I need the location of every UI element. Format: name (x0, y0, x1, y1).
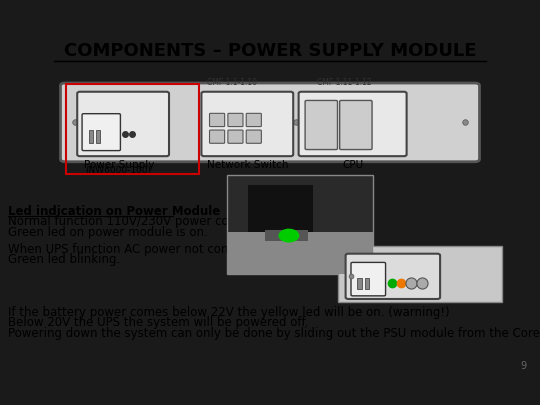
FancyBboxPatch shape (210, 113, 225, 127)
FancyBboxPatch shape (305, 100, 338, 149)
Bar (364, 278, 369, 289)
Text: CMF 1.1-1.10: CMF 1.1-1.10 (207, 78, 257, 87)
Text: Green led on power module is on.: Green led on power module is on. (8, 226, 208, 239)
Text: Below 20V the UPS the system will be powered off.: Below 20V the UPS the system will be pow… (8, 316, 308, 329)
FancyBboxPatch shape (60, 83, 480, 162)
Text: When UPS function AC power not connected:: When UPS function AC power not connected… (8, 243, 273, 256)
Text: 9: 9 (521, 361, 526, 371)
FancyBboxPatch shape (210, 130, 225, 143)
FancyBboxPatch shape (351, 262, 386, 296)
Text: CPU: CPU (342, 160, 363, 170)
FancyBboxPatch shape (338, 246, 502, 302)
Text: Powering down the system can only be done by sliding out the PSU module from the: Powering down the system can only be don… (8, 326, 540, 340)
Text: Normal function 110V/230V power connected:: Normal function 110V/230V power connecte… (8, 215, 281, 228)
Bar (265, 230, 308, 241)
Bar (227, 175, 373, 274)
Text: Led indication on Power Module: Led indication on Power Module (8, 205, 220, 218)
Bar (248, 185, 313, 232)
FancyBboxPatch shape (201, 92, 293, 156)
Bar (66, 84, 199, 174)
Text: CMF 1.11-1.12: CMF 1.11-1.12 (317, 78, 372, 87)
FancyBboxPatch shape (77, 92, 169, 156)
Text: Power Supply: Power Supply (84, 160, 154, 170)
Bar (227, 232, 373, 274)
Text: COMPONENTS – POWER SUPPLY MODULE: COMPONENTS – POWER SUPPLY MODULE (64, 42, 476, 60)
FancyBboxPatch shape (82, 114, 120, 151)
Circle shape (279, 229, 299, 242)
Text: (NW6000-100): (NW6000-100) (86, 166, 152, 175)
Bar (96, 130, 100, 143)
Text: If the battery power comes below 22V the yellow led will be on. (warning!): If the battery power comes below 22V the… (8, 306, 450, 319)
FancyBboxPatch shape (299, 92, 407, 156)
Text: Green led blinking.: Green led blinking. (8, 254, 120, 266)
FancyBboxPatch shape (340, 100, 372, 149)
FancyBboxPatch shape (228, 113, 243, 127)
FancyBboxPatch shape (246, 130, 261, 143)
Text: Network Switch: Network Switch (207, 160, 288, 170)
FancyBboxPatch shape (346, 254, 440, 299)
Bar (357, 278, 362, 289)
FancyBboxPatch shape (228, 130, 243, 143)
FancyBboxPatch shape (246, 113, 261, 127)
Bar (89, 130, 93, 143)
